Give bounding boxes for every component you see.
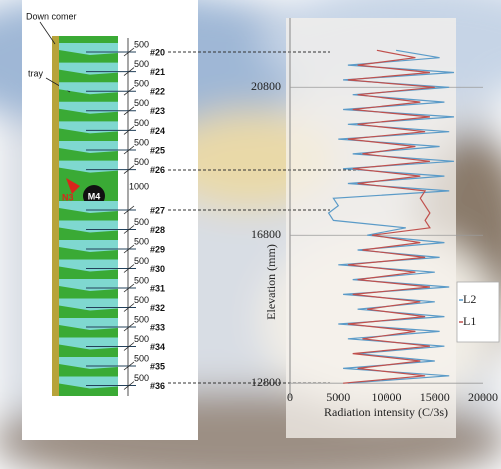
x-tick-label: 10000 (372, 390, 402, 404)
tray-number: #28 (150, 225, 165, 235)
tray-number: #31 (150, 283, 165, 293)
x-tick-label: 0 (287, 390, 293, 404)
tray-number: #34 (150, 342, 165, 352)
spacing-label: 500 (134, 39, 149, 49)
spacing-label: 500 (134, 353, 149, 363)
spacing-label: 500 (134, 275, 149, 285)
x-axis-label: Radiation intensity (C/3s) (324, 405, 448, 419)
tray-number: #30 (150, 264, 165, 274)
y-axis-label: Elevation (mm) (264, 244, 278, 320)
y-tick-label: 20800 (251, 79, 281, 93)
x-tick-label: 5000 (326, 390, 350, 404)
tray-number: #23 (150, 106, 165, 116)
spacing-label: 500 (134, 236, 149, 246)
downcomer-label: Down comer (26, 11, 77, 21)
tray-number: #25 (150, 145, 165, 155)
tray-number: #26 (150, 165, 165, 175)
nozzle-label: N3 (62, 192, 74, 202)
tray-number: #24 (150, 126, 165, 136)
spacing-label: 500 (134, 295, 149, 305)
tray-number: #20 (150, 47, 165, 57)
spacing-label: 500 (134, 98, 149, 108)
tray-number: #27 (150, 205, 165, 215)
spacing-label: 500 (134, 334, 149, 344)
spacing-label: 500 (134, 157, 149, 167)
tray-number: #36 (150, 381, 165, 391)
y-tick-label: 16800 (251, 227, 281, 241)
legend-label: L2 (463, 292, 476, 306)
downcomer (52, 36, 59, 396)
spacing-label: 1000 (129, 181, 149, 191)
spacing-label: 500 (134, 118, 149, 128)
spacing-label: 500 (134, 217, 149, 227)
spacing-label: 500 (134, 256, 149, 266)
legend-label: L1 (463, 314, 476, 328)
manway-label: M4 (88, 191, 101, 201)
tray-label: tray (28, 68, 44, 78)
tray-number: #29 (150, 244, 165, 254)
tray-number: #22 (150, 87, 165, 97)
spacing-label: 500 (134, 79, 149, 89)
spacing-label: 500 (134, 137, 149, 147)
spacing-label: 500 (134, 314, 149, 324)
tray-number: #21 (150, 67, 165, 77)
figure: Down comer tray N3 M4 Elevation (mm) Rad… (0, 0, 501, 469)
tray-number: #35 (150, 361, 165, 371)
spacing-label: 500 (134, 373, 149, 383)
y-tick-label: 12800 (251, 375, 281, 389)
x-tick-label: 20000 (468, 390, 498, 404)
tray-number: #32 (150, 303, 165, 313)
spacing-label: 500 (134, 59, 149, 69)
x-tick-label: 15000 (420, 390, 450, 404)
tray-number: #33 (150, 322, 165, 332)
